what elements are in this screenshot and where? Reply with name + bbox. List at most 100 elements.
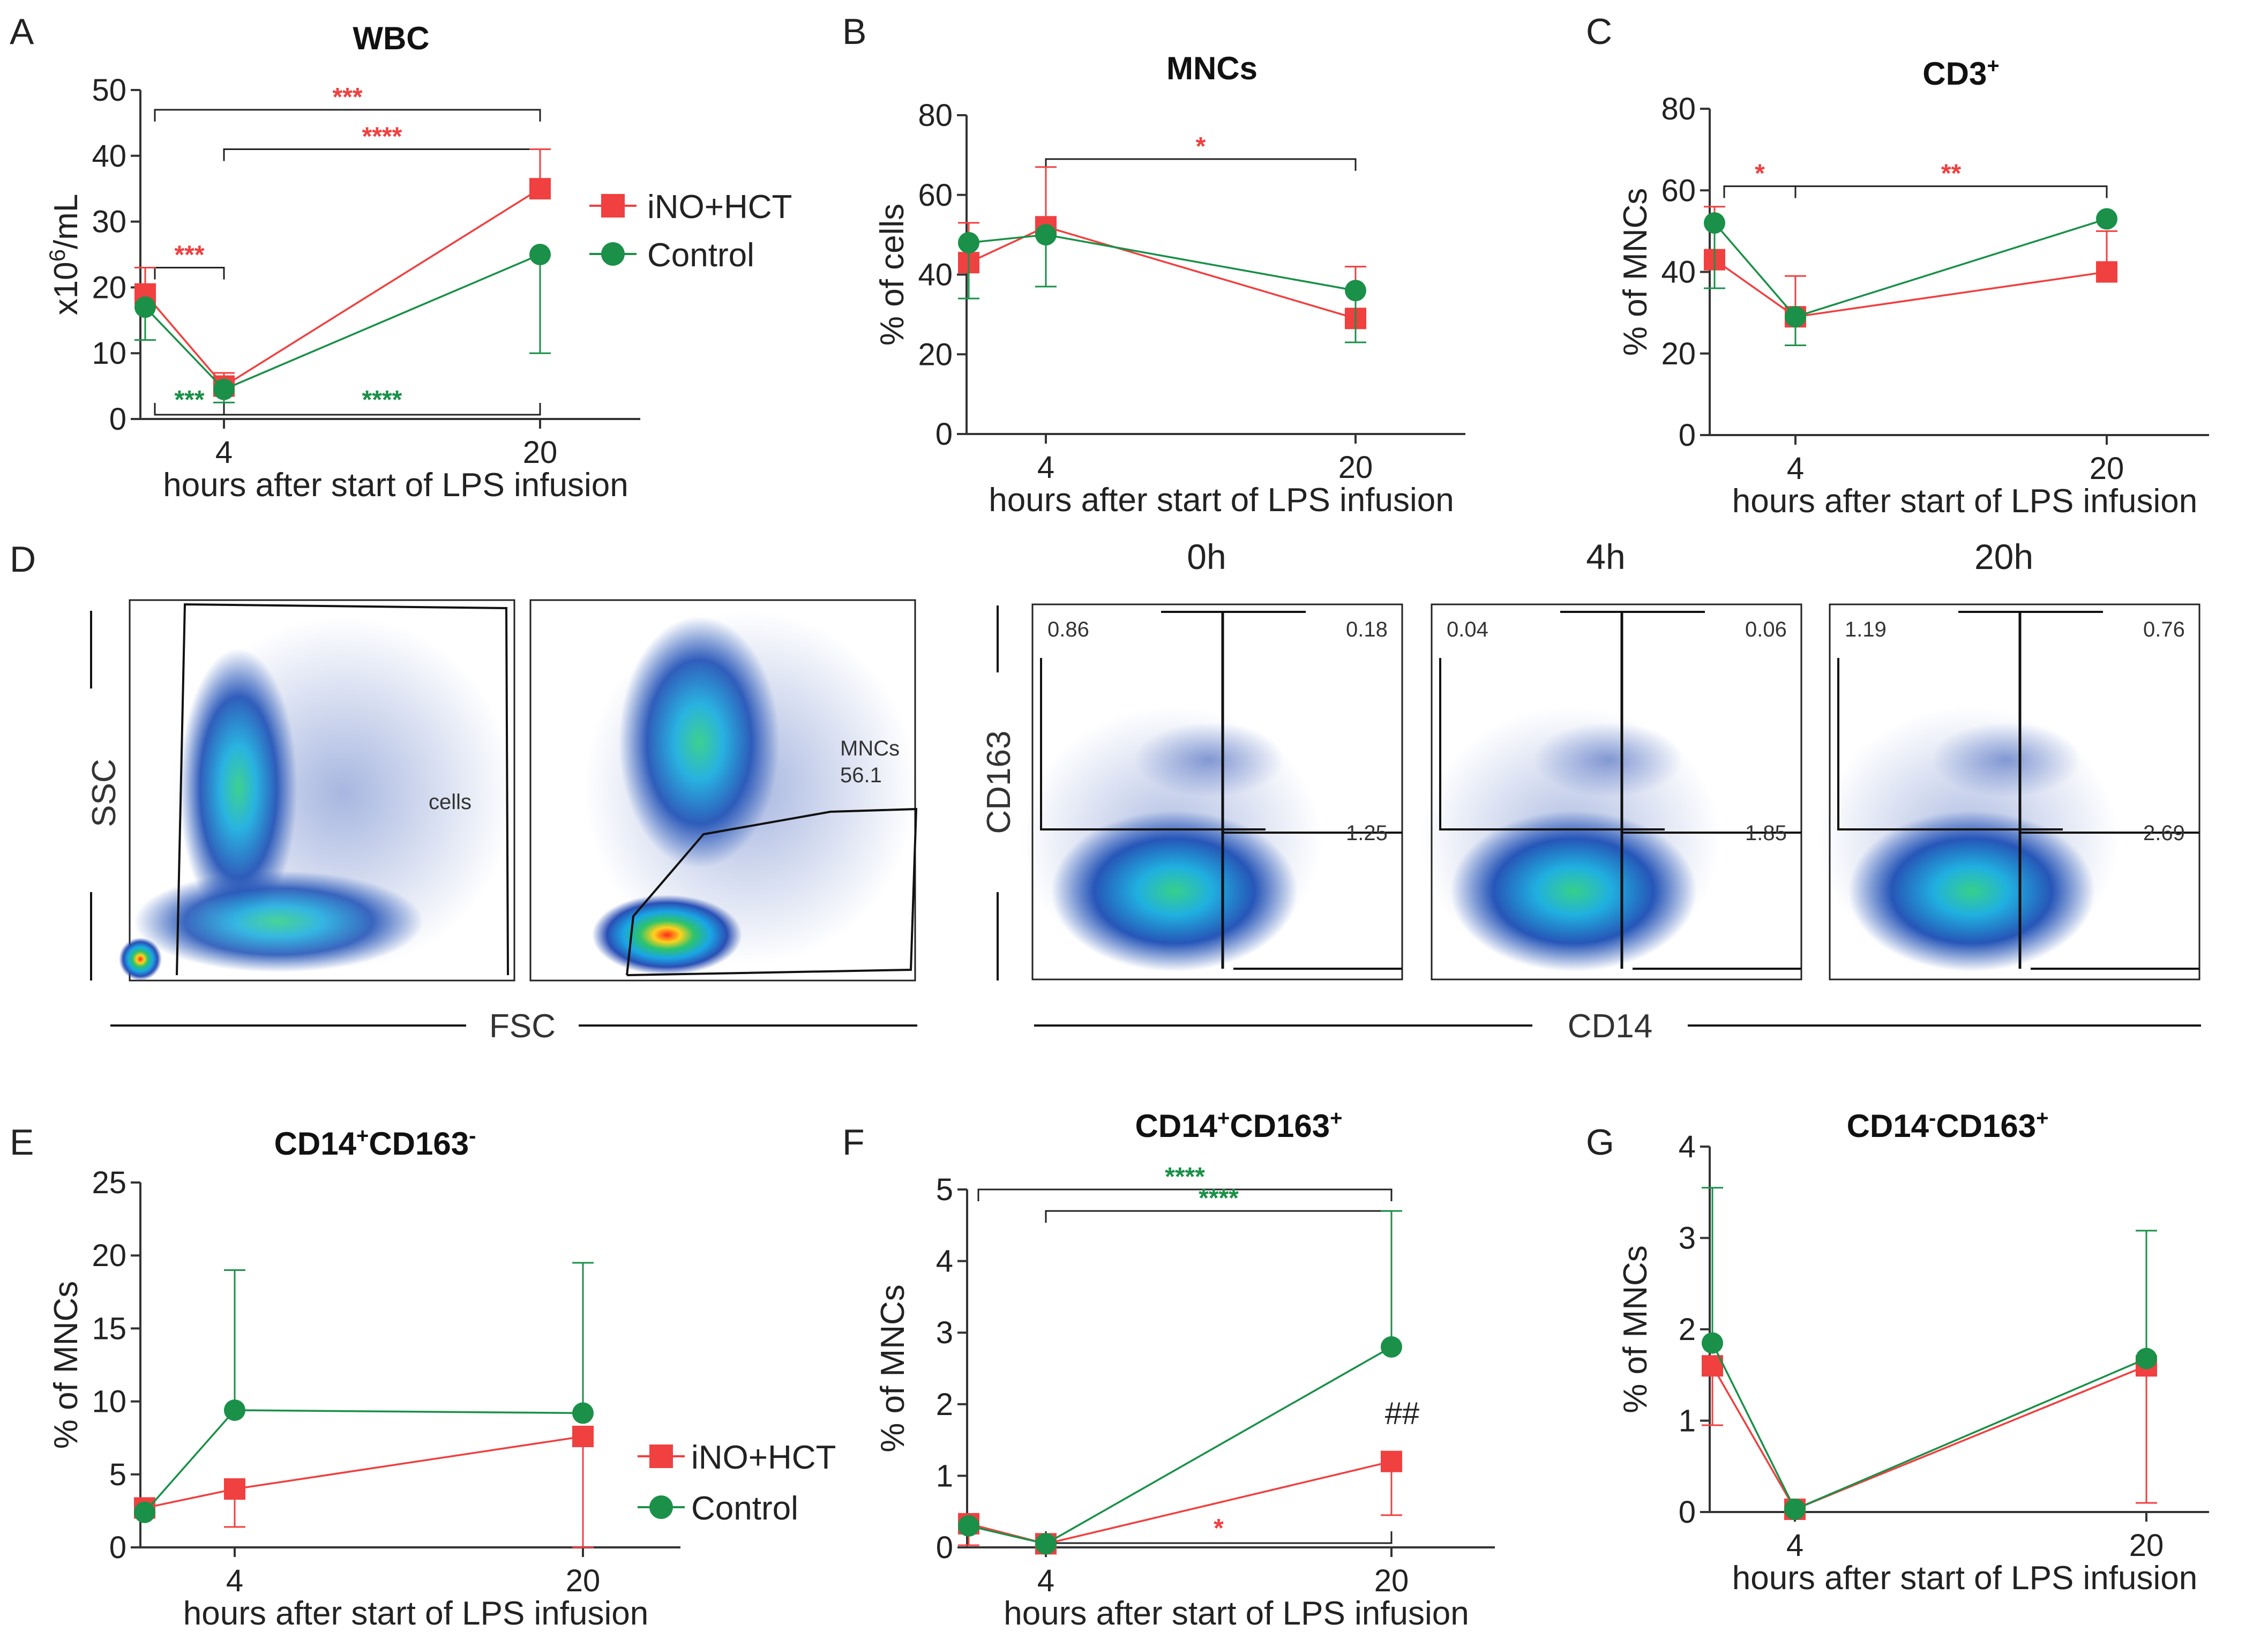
significance-label: *: [1214, 1514, 1224, 1543]
legend-swatch-treatment: [649, 1445, 673, 1468]
y-tick-label: 80: [1661, 92, 1696, 126]
significance-label: ***: [174, 386, 204, 414]
legend-swatch-control: [649, 1495, 673, 1519]
significance-label: **: [1941, 160, 1962, 188]
data-point-control: [1345, 280, 1366, 302]
significance-bracket: [1723, 185, 1797, 198]
x-tick-label: 20: [566, 1563, 601, 1598]
panel-letter-f: F: [842, 1122, 865, 1163]
y-tick-label: 5: [936, 1172, 953, 1207]
y-tick-label: 40: [1661, 255, 1696, 290]
data-point-control: [958, 1515, 979, 1537]
y-axis-title: % of MNCs: [1617, 188, 1654, 356]
data-point-control: [572, 1402, 594, 1424]
flow-density: [1450, 811, 1697, 971]
cd163-axis-title: CD163: [980, 731, 1017, 834]
panel-letter-c: C: [1586, 11, 1612, 52]
flow-density: [119, 938, 162, 981]
data-point-control: [2136, 1348, 2157, 1369]
series-line: [968, 234, 1356, 291]
y-tick-label: 20: [1661, 336, 1696, 371]
data-point-control: [1785, 306, 1806, 328]
significance-bracket: [223, 403, 541, 416]
chart-title-sup: +: [2036, 1106, 2048, 1130]
series-line: [144, 253, 541, 391]
y-tick-label: 5: [109, 1457, 126, 1492]
flow-plot-cells: cells: [119, 599, 515, 982]
y-axis-title-text: % of MNCs: [1617, 1245, 1654, 1413]
series-line: [144, 1409, 583, 1513]
flow-density: [1051, 811, 1298, 971]
panel-letter-g: G: [1586, 1122, 1614, 1163]
x-tick-label: 4: [1786, 1528, 1803, 1563]
timepoint-label: 20h: [1974, 537, 2033, 577]
chart-title-text: WBC: [353, 20, 429, 56]
quadrant-value-lr: 2.69: [2143, 821, 2185, 845]
data-point-treatment: [1381, 1450, 1402, 1472]
y-tick-label: 1: [936, 1458, 953, 1493]
data-point-control: [1035, 1533, 1057, 1555]
legend-bottom: iNO+HCT Control: [638, 1439, 836, 1527]
chart-title-text: CD14: [274, 1126, 357, 1162]
quadrant-gate: [2020, 832, 2199, 970]
x-tick-label: 20: [523, 435, 558, 470]
y-tick-label: 25: [92, 1165, 126, 1200]
data-point-treatment: [224, 1478, 245, 1500]
panel-letter-e: E: [10, 1122, 34, 1163]
quadrant-value-lr: 1.25: [1346, 821, 1388, 845]
y-axis-title: % of MNCs: [874, 1284, 911, 1452]
quadrant-plot-20h: 20h 1.19 0.76 2.69: [1819, 537, 2200, 981]
data-point-control: [2096, 208, 2117, 230]
chart-title-text: MNCs: [1166, 50, 1257, 86]
series-treatment: [134, 1425, 594, 1548]
data-point-control: [213, 378, 235, 400]
chart-title-text: CD163: [1230, 1108, 1330, 1144]
chart-title: MNCs: [1166, 50, 1257, 86]
significance-bracket: [223, 148, 541, 161]
panel-d: D cells MNCs 56.1 SSC FSC 0h0: [10, 537, 2201, 1045]
cd14-axis-title: CD14: [1568, 1008, 1653, 1045]
quadrant-gate: [1837, 658, 2063, 830]
y-axis-title: % of cells: [874, 204, 911, 346]
ssc-axis-title: SSC: [86, 759, 123, 827]
y-tick-label: 40: [918, 258, 953, 293]
y-axis-title-text: % of MNCs: [48, 1281, 85, 1449]
y-axis-title-sup: 6: [44, 249, 70, 261]
significance-label: ****: [1165, 1163, 1205, 1191]
quadrant-gate: [1439, 658, 1665, 830]
series-treatment: [958, 166, 1366, 330]
y-tick-label: 0: [109, 402, 126, 437]
significance-bracket: [1045, 158, 1357, 171]
data-point-control: [134, 1501, 155, 1523]
significance-bracket: [1794, 185, 2108, 198]
chart-title-sup: -: [1929, 1106, 1936, 1130]
x-tick-label: 4: [215, 435, 233, 470]
chart-title-text: CD14: [1847, 1108, 1929, 1144]
significance-label: ****: [1199, 1184, 1239, 1213]
flow-density: [619, 616, 780, 868]
quadrant-gate: [1223, 832, 1402, 970]
y-tick-label: 80: [918, 98, 953, 133]
y-tick-label: 1: [1679, 1404, 1696, 1439]
series-line: [1713, 259, 2107, 318]
significance-label: ****: [362, 123, 402, 151]
flow-density: [179, 648, 297, 927]
series-control: [134, 1262, 594, 1523]
y-tick-label: 10: [92, 1384, 126, 1419]
flow-density: [592, 895, 742, 975]
y-axis-title-text: % of MNCs: [874, 1284, 911, 1452]
quadrant-value-ur: 0.18: [1346, 618, 1388, 641]
y-axis-title: % of MNCs: [1617, 1245, 1654, 1413]
quadrant-plot-4h: 4h 0.04 0.06 1.85: [1421, 537, 1802, 981]
y-axis-title-suffix: /mL: [48, 194, 85, 249]
y-tick-label: 0: [1679, 1495, 1696, 1530]
x-tick-label: 4: [226, 1563, 243, 1598]
timepoint-label: 4h: [1586, 537, 1625, 577]
significance-bracket: [154, 267, 225, 280]
timepoint-label: 0h: [1187, 537, 1226, 577]
